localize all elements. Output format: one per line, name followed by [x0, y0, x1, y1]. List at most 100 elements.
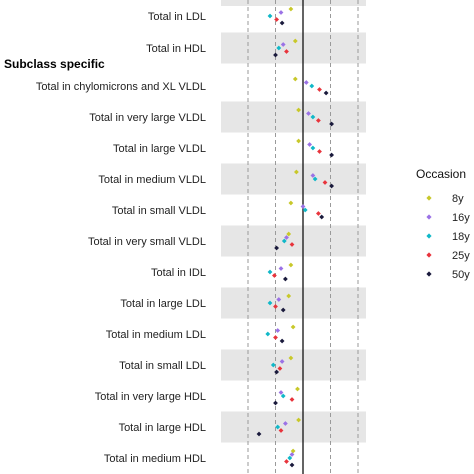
legend-label: 16y: [452, 212, 470, 224]
gridlines: [247, 0, 359, 474]
data-point-8y: [296, 107, 301, 113]
data-point-8y: [288, 262, 294, 268]
row-band: [221, 163, 366, 195]
row-band: [221, 349, 366, 381]
data-point-16y: [307, 142, 312, 147]
data-point-25y: [317, 149, 322, 154]
data-point-50y: [274, 245, 279, 251]
data-point-50y: [283, 276, 288, 282]
data-point-18y: [302, 207, 308, 213]
data-point-50y: [329, 152, 334, 158]
legend-label: 25y: [452, 250, 470, 262]
data-point-8y: [295, 386, 300, 392]
data-point-16y: [276, 297, 282, 302]
row-band: [221, 32, 366, 64]
data-point-8y: [292, 38, 298, 44]
data-point-50y: [279, 338, 285, 344]
row-label: Total in very small VLDL: [88, 236, 206, 248]
data-point-25y: [317, 87, 322, 92]
data-point-25y: [289, 397, 295, 402]
legend-label: 50y: [452, 269, 470, 281]
row-band: [221, 225, 366, 257]
data-point-8y: [294, 169, 299, 175]
data-point-8y: [288, 200, 294, 206]
row-band: [221, 287, 366, 319]
data-point-16y: [278, 266, 284, 271]
data-point-8y: [290, 324, 296, 330]
row-label: Total in large HDL: [119, 422, 206, 434]
data-point-25y: [316, 118, 321, 123]
data-point-25y: [284, 49, 289, 54]
row-label: Total in IDL: [151, 267, 206, 279]
row-label: Total in medium VLDL: [98, 174, 206, 186]
data-point-50y: [273, 52, 278, 58]
data-point-18y: [275, 424, 281, 430]
data-point-16y: [279, 359, 285, 364]
row-label: Total in LDL: [148, 11, 206, 23]
row-label: Total in HDL: [146, 43, 206, 55]
data-point-50y: [279, 20, 285, 26]
data-point-18y: [310, 145, 316, 151]
data-point-50y: [319, 214, 325, 220]
row-band: [221, 0, 366, 6]
row-labels: Total in LDL Total in HDL Total in chylomi…: [36, 11, 206, 465]
legend-key-18y: [426, 233, 432, 239]
group-label: Subclass specific: [4, 57, 105, 71]
data-point-8y: [286, 293, 292, 299]
data-point-25y: [274, 17, 279, 22]
data-point-16y: [275, 328, 281, 333]
data-point-50y: [289, 462, 295, 468]
data-point-18y: [310, 114, 316, 120]
data-point-8y: [296, 417, 301, 423]
data-point-8y: [286, 231, 292, 237]
row-label: Total in very large VLDL: [89, 112, 206, 124]
row-label: Total in very large HDL: [95, 391, 206, 403]
row-label: Total in medium HDL: [104, 453, 206, 465]
data-point-50y: [329, 121, 334, 127]
data-point-50y: [329, 183, 334, 189]
data-point-25y: [273, 335, 278, 340]
row-band: [221, 411, 366, 443]
data-point-16y: [300, 204, 306, 209]
legend: Occasion 8y 16y 18y 25y 50y: [416, 167, 470, 281]
legend-key-16y: [426, 214, 432, 220]
data-point-18y: [287, 455, 293, 461]
data-point-16y: [280, 42, 286, 47]
legend-label: 8y: [452, 193, 464, 205]
data-point-16y: [306, 111, 311, 116]
data-point-8y: [296, 138, 301, 144]
data-points: [256, 6, 334, 468]
data-point-25y: [316, 211, 321, 216]
data-point-25y: [278, 428, 284, 433]
legend-key-25y: [426, 252, 432, 258]
data-point-18y: [309, 83, 315, 89]
data-point-18y: [267, 269, 273, 275]
data-point-18y: [280, 393, 286, 399]
row-label: Total in large LDL: [120, 298, 206, 310]
data-point-16y: [278, 390, 284, 395]
row-label: Total in small LDL: [119, 360, 206, 372]
data-point-50y: [273, 400, 278, 406]
data-point-25y: [272, 273, 277, 278]
legend-label: 18y: [452, 231, 470, 243]
data-point-25y: [322, 180, 328, 185]
data-point-18y: [267, 300, 273, 306]
legend-title: Occasion: [416, 167, 466, 181]
legend-key-50y: [426, 271, 432, 277]
data-point-50y: [256, 431, 262, 437]
data-point-18y: [281, 238, 287, 244]
data-point-50y: [323, 90, 329, 96]
row-label: Total in small VLDL: [112, 205, 206, 217]
data-point-16y: [284, 235, 289, 240]
data-point-16y: [289, 452, 295, 457]
data-point-18y: [276, 45, 282, 51]
data-point-8y: [292, 76, 298, 82]
data-point-25y: [284, 459, 289, 464]
legend-key-8y: [426, 195, 432, 201]
data-point-25y: [273, 304, 278, 309]
row-label: Total in large VLDL: [113, 143, 206, 155]
row-band: [221, 101, 366, 133]
data-point-8y: [288, 6, 294, 12]
row-label: Total in medium LDL: [106, 329, 206, 341]
